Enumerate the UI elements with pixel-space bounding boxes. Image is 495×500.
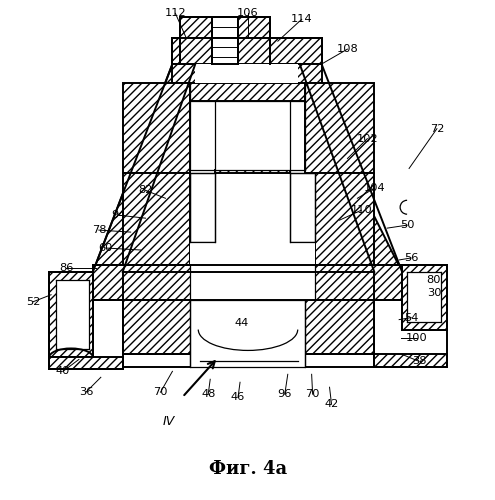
Text: 106: 106 [237, 8, 259, 18]
Polygon shape [190, 265, 315, 300]
Text: 96: 96 [278, 389, 292, 399]
Polygon shape [190, 83, 305, 101]
Text: 108: 108 [337, 44, 358, 54]
Text: 78: 78 [92, 225, 106, 235]
Polygon shape [215, 101, 290, 170]
Polygon shape [172, 64, 322, 83]
Polygon shape [196, 64, 297, 83]
Polygon shape [212, 18, 238, 64]
Text: Фиг. 4а: Фиг. 4а [209, 460, 287, 478]
Polygon shape [297, 64, 402, 272]
Polygon shape [215, 170, 290, 173]
Polygon shape [407, 272, 441, 322]
Text: 30: 30 [427, 288, 441, 298]
Text: 80: 80 [427, 275, 441, 285]
Text: 52: 52 [26, 296, 41, 306]
Polygon shape [190, 242, 315, 265]
Polygon shape [123, 300, 374, 354]
Polygon shape [238, 18, 270, 64]
Polygon shape [180, 18, 212, 64]
Text: 100: 100 [406, 332, 428, 342]
Polygon shape [172, 38, 322, 64]
Polygon shape [190, 300, 305, 368]
Text: 102: 102 [356, 134, 378, 143]
Text: IV: IV [162, 414, 175, 428]
Polygon shape [93, 265, 402, 300]
Text: 56: 56 [404, 253, 418, 263]
Text: 48: 48 [201, 389, 215, 399]
Text: 36: 36 [79, 387, 93, 397]
Polygon shape [402, 265, 447, 330]
Polygon shape [190, 174, 215, 242]
Text: 94: 94 [111, 210, 126, 220]
Polygon shape [290, 174, 315, 242]
Text: 54: 54 [404, 312, 418, 322]
Text: 114: 114 [291, 14, 312, 24]
Text: 40: 40 [56, 366, 70, 376]
Polygon shape [49, 358, 123, 370]
Polygon shape [305, 83, 374, 174]
Text: 70: 70 [153, 387, 168, 397]
Text: 70: 70 [305, 389, 320, 399]
Polygon shape [315, 174, 374, 270]
Polygon shape [93, 64, 196, 272]
Text: 46: 46 [231, 392, 245, 402]
Polygon shape [56, 280, 89, 349]
Text: 44: 44 [235, 318, 249, 328]
Text: 104: 104 [363, 184, 385, 194]
Polygon shape [374, 354, 447, 368]
Text: 50: 50 [400, 220, 414, 230]
Polygon shape [190, 300, 305, 368]
Polygon shape [123, 83, 190, 174]
Text: 60: 60 [99, 243, 113, 253]
Text: 38: 38 [412, 356, 426, 366]
Text: 110: 110 [350, 205, 372, 215]
Text: 42: 42 [324, 399, 339, 409]
Text: 82: 82 [139, 186, 153, 196]
Text: 112: 112 [165, 8, 186, 18]
Polygon shape [123, 174, 190, 270]
Text: 72: 72 [430, 124, 444, 134]
Text: 86: 86 [59, 263, 73, 273]
Polygon shape [49, 272, 93, 358]
